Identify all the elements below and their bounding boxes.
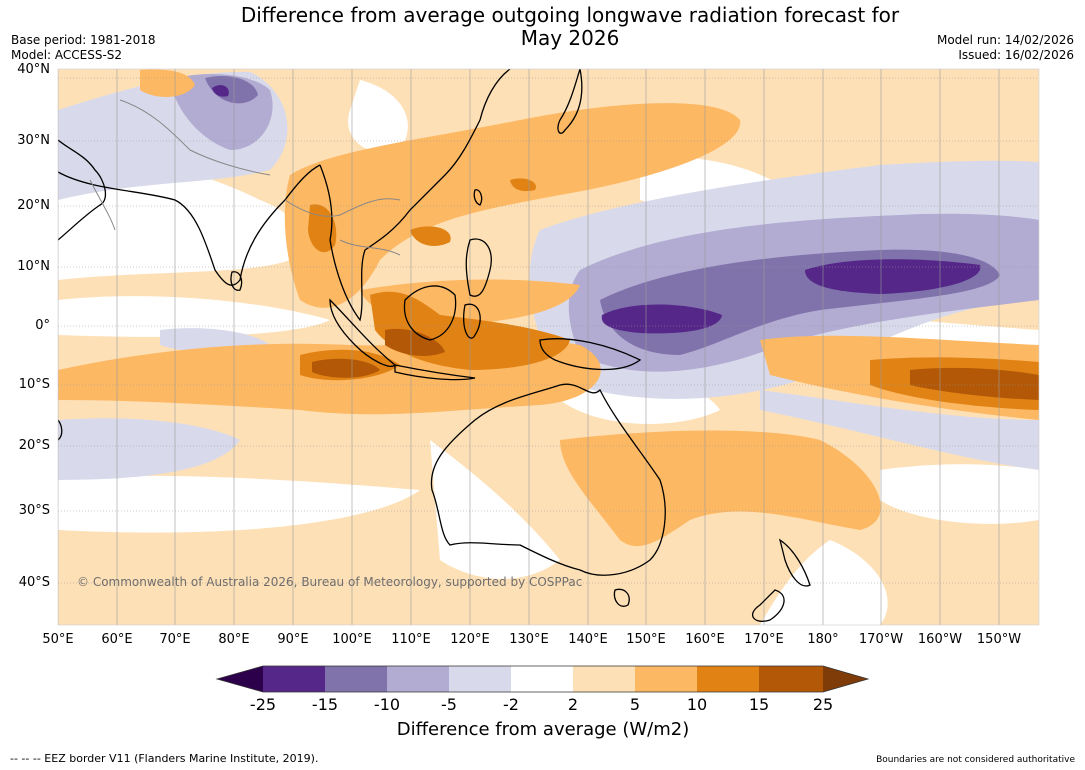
lon-label: 130°E [509,632,549,647]
lon-label: 170°E [744,632,784,647]
lat-label: 10°S [18,377,50,392]
lon-label: 180° [807,632,839,647]
coast-sumatra [329,298,396,367]
coast-java [394,364,476,381]
eez-legend: -- -- -- EEZ border V11 (Flanders Marine… [10,752,319,765]
coast-arabia [58,139,107,241]
lat-label: 0° [35,318,50,333]
lon-label: 90°E [277,632,309,647]
model-name: Model: ACCESS-S2 [11,48,123,62]
colorbar-tick: -5 [441,695,457,714]
coastlines [58,69,811,622]
copyright-text: © Commonwealth of Australia 2026, Bureau… [77,575,582,589]
lon-label: 60°E [101,632,133,647]
colorbar-swatch [387,666,449,692]
lat-label: 20°S [18,438,50,453]
lon-label: 70°E [159,632,191,647]
coast-new-guinea [539,338,642,371]
country-borders [89,99,401,256]
model-run: Model run: 14/02/2026 [936,33,1074,47]
colorbar-tick: 15 [748,695,770,714]
coast-se-asia [319,69,511,322]
lon-label: 150°W [976,632,1022,647]
coast-japan [557,69,583,134]
coast-new-zealand-north [778,538,811,587]
colorbar-swatch [325,666,387,692]
colorbar-swatch [511,666,573,692]
lat-label: 30°N [17,133,50,148]
colorbar-tick: -2 [503,695,519,714]
colorbar-swatch [635,666,697,692]
coast-australia [430,383,666,576]
colorbar-swatch [263,666,325,692]
figure-title: Difference from average outgoing longwav… [140,4,1000,50]
colorbar-swatch [697,666,759,692]
coast-new-zealand-south [751,589,785,622]
colorbar [215,665,870,693]
lat-label: 20°N [17,198,50,213]
title-line-2: May 2026 [520,26,620,50]
meta-right: Model run: 14/02/2026 Issued: 16/02/2026 [937,33,1074,63]
lon-label: 150°E [626,632,666,647]
lon-label: 170°W [858,632,904,647]
coast-taiwan [473,189,483,206]
lon-label: 160°W [917,632,963,647]
positive-anomaly-15-25 [312,328,1039,400]
lon-label: 140°E [568,632,608,647]
lat-label: 30°S [18,503,50,518]
colorbar-swatch [759,666,823,692]
lon-label: 50°E [42,632,74,647]
coast-sulawesi [463,303,481,339]
colorbar-extend-low [217,666,263,692]
boundary-disclaimer: Boundaries are not considered authoritat… [876,755,1075,765]
lon-label: 120°E [450,632,490,647]
lon-label: 100°E [332,632,372,647]
coast-madagascar-edge [58,419,63,441]
colorbar-tick: -25 [249,695,277,714]
lat-label: 40°S [18,575,50,590]
lon-label: 80°E [218,632,250,647]
neutral-anomaly-areas [58,80,1039,625]
coast-philippines [465,238,492,297]
colorbar-label: Difference from average (W/m2) [396,719,690,740]
colorbar-tick: 2 [567,695,579,714]
colorbar-swatch [573,666,635,692]
colorbar-tick: 25 [812,695,834,714]
title-line-1: Difference from average outgoing longwav… [240,3,900,27]
meta-left: Base period: 1981-2018 Model: ACCESS-S2 [11,33,156,63]
map-frame [57,68,1040,626]
graticule [58,69,1039,625]
colorbar-tick: 5 [629,695,641,714]
colorbar-extend-high [823,666,868,692]
colorbar-outline [215,665,870,693]
lon-label: 160°E [685,632,725,647]
colorbar-tick: -10 [373,695,401,714]
issued-date: Issued: 16/02/2026 [958,48,1074,62]
coast-tasmania [613,588,630,607]
lat-label: 40°N [17,62,50,77]
lat-label: 10°N [17,259,50,274]
map-canvas: © Commonwealth of Australia 2026, Bureau… [58,69,1039,625]
coast-sri-lanka [230,271,243,291]
base-period: Base period: 1981-2018 [11,33,156,47]
colorbar-swatch [449,666,511,692]
coast-borneo [403,285,457,341]
colorbar-tick: -15 [311,695,339,714]
lon-label: 110°E [391,632,431,647]
colorbar-tick: 10 [686,695,708,714]
